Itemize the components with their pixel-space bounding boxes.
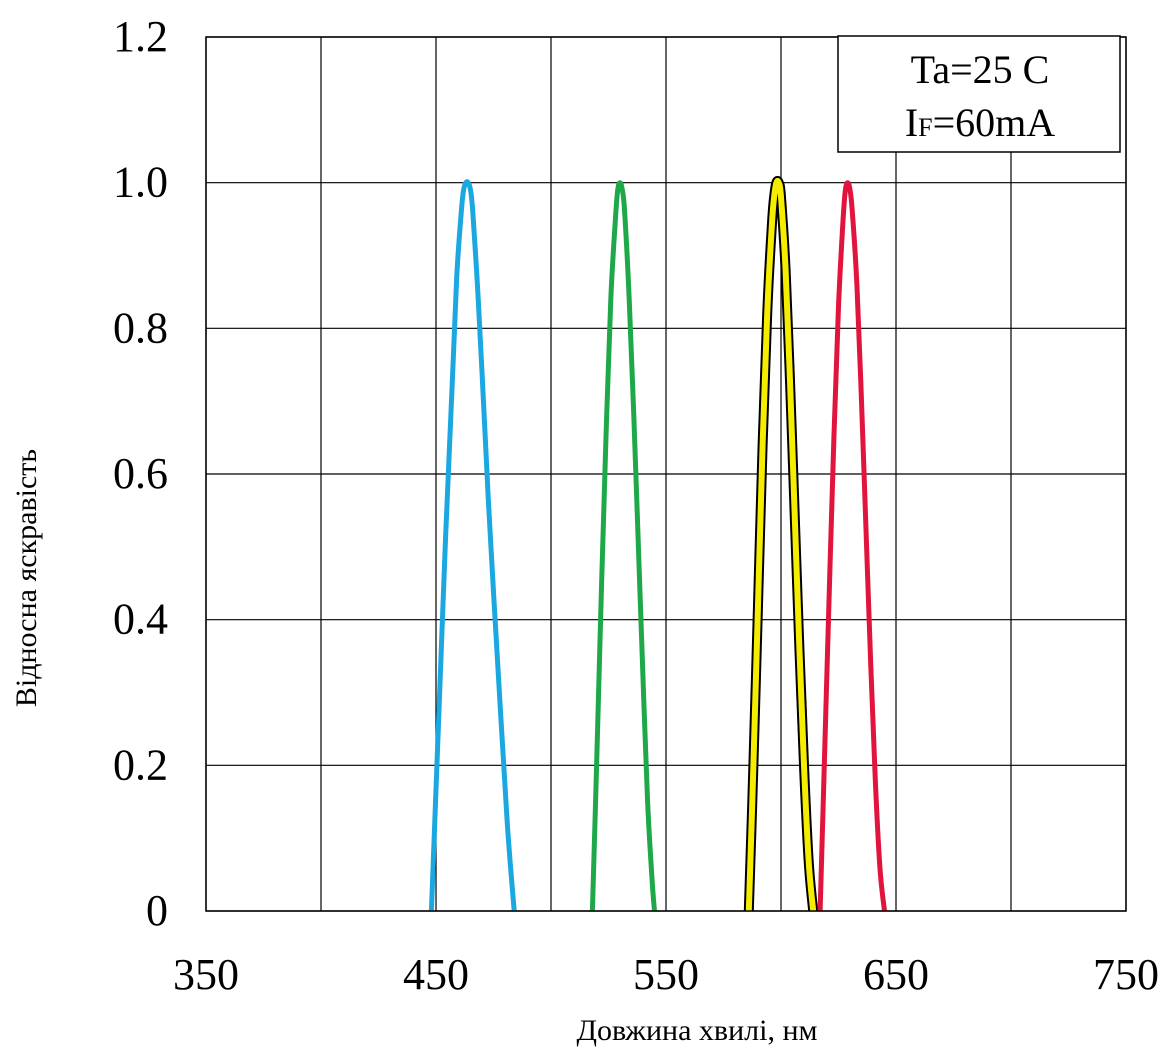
y-tick-label: 1.0 [113, 158, 168, 207]
annotation-frame [837, 35, 1121, 153]
x-tick-label: 550 [633, 950, 699, 999]
y-tick-label: 1.2 [113, 12, 168, 61]
y-tick-label: 0.8 [113, 303, 168, 352]
annotation-line2-rest: =60mA [933, 100, 1056, 145]
y-axis-title: Відносна яскравість [10, 449, 43, 707]
series-line-3 [817, 180, 887, 912]
grid [205, 36, 1127, 912]
annotation-line2: IF=60mA [905, 100, 1055, 145]
plot-frame [205, 36, 1127, 912]
annotation-box: Ta=25 C IF=60mA [837, 35, 1121, 153]
annotation-line2-sub: F [918, 113, 932, 142]
annotation-line2-main: I [905, 100, 918, 145]
y-tick-label: 0 [146, 886, 168, 935]
y-tick-labels: 0 0.2 0.4 0.6 0.8 1.0 1.2 [113, 12, 168, 935]
y-tick-label: 0.2 [113, 740, 168, 789]
x-tick-label: 350 [173, 950, 239, 999]
y-tick-label: 0.4 [113, 595, 168, 644]
x-tick-label: 750 [1093, 950, 1159, 999]
series-line-0 [428, 179, 517, 912]
x-tick-label: 450 [403, 950, 469, 999]
series-layer [428, 175, 887, 912]
series-line-1 [589, 180, 657, 912]
x-axis-title: Довжина хвилі, нм [577, 1014, 818, 1047]
series-line-2 [745, 177, 817, 912]
x-tick-labels: 350 450 550 650 750 [173, 950, 1159, 999]
x-tick-label: 650 [863, 950, 929, 999]
y-tick-label: 0.6 [113, 449, 168, 498]
annotation-line1: Ta=25 C [911, 47, 1050, 92]
